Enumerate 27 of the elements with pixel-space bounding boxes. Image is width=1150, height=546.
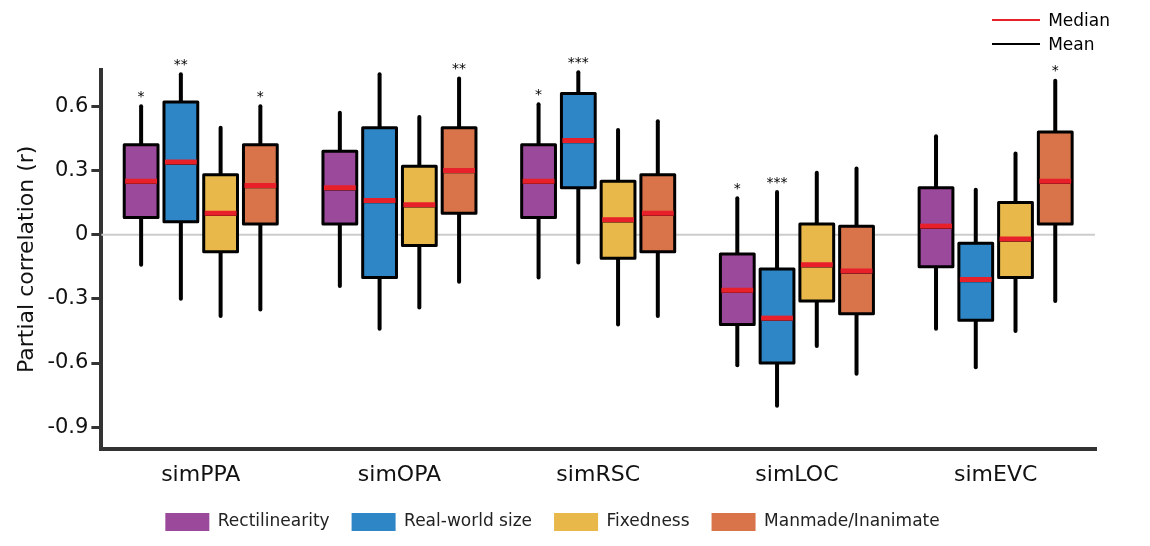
y-tick-label: 0.6 [54,92,89,117]
text: ** [452,60,467,77]
y-tick-label: 0.3 [54,156,89,181]
y-tick-label: -0.6 [47,349,89,374]
x-tick-label: simRSC [556,460,640,486]
text: * [256,88,264,104]
legend-label: Fixedness [606,510,690,531]
text: *** [766,173,788,190]
text: *** [567,53,589,70]
text: Mean [1048,34,1095,54]
y-tick-label: -0.9 [47,413,89,438]
text: Median [1048,10,1110,30]
y-tick-label: 0 [75,221,89,246]
legend-label: Manmade/Inanimate [764,510,940,531]
text: * [1051,62,1059,79]
x-tick-label: simPPA [161,460,241,486]
x-tick-label: simLOC [755,460,839,486]
y-tick-label: -0.3 [47,285,89,310]
y-axis-title: Partial correlation (r) [12,145,38,373]
text: * [733,179,741,196]
text: * [535,85,543,102]
legend-label: Rectilinearity [217,510,330,531]
x-tick-label: simOPA [357,460,442,486]
x-tick-label: simEVC [953,460,1038,486]
legend-label: Real-world size [404,510,533,531]
text: * [137,88,145,104]
text: ** [173,55,188,72]
